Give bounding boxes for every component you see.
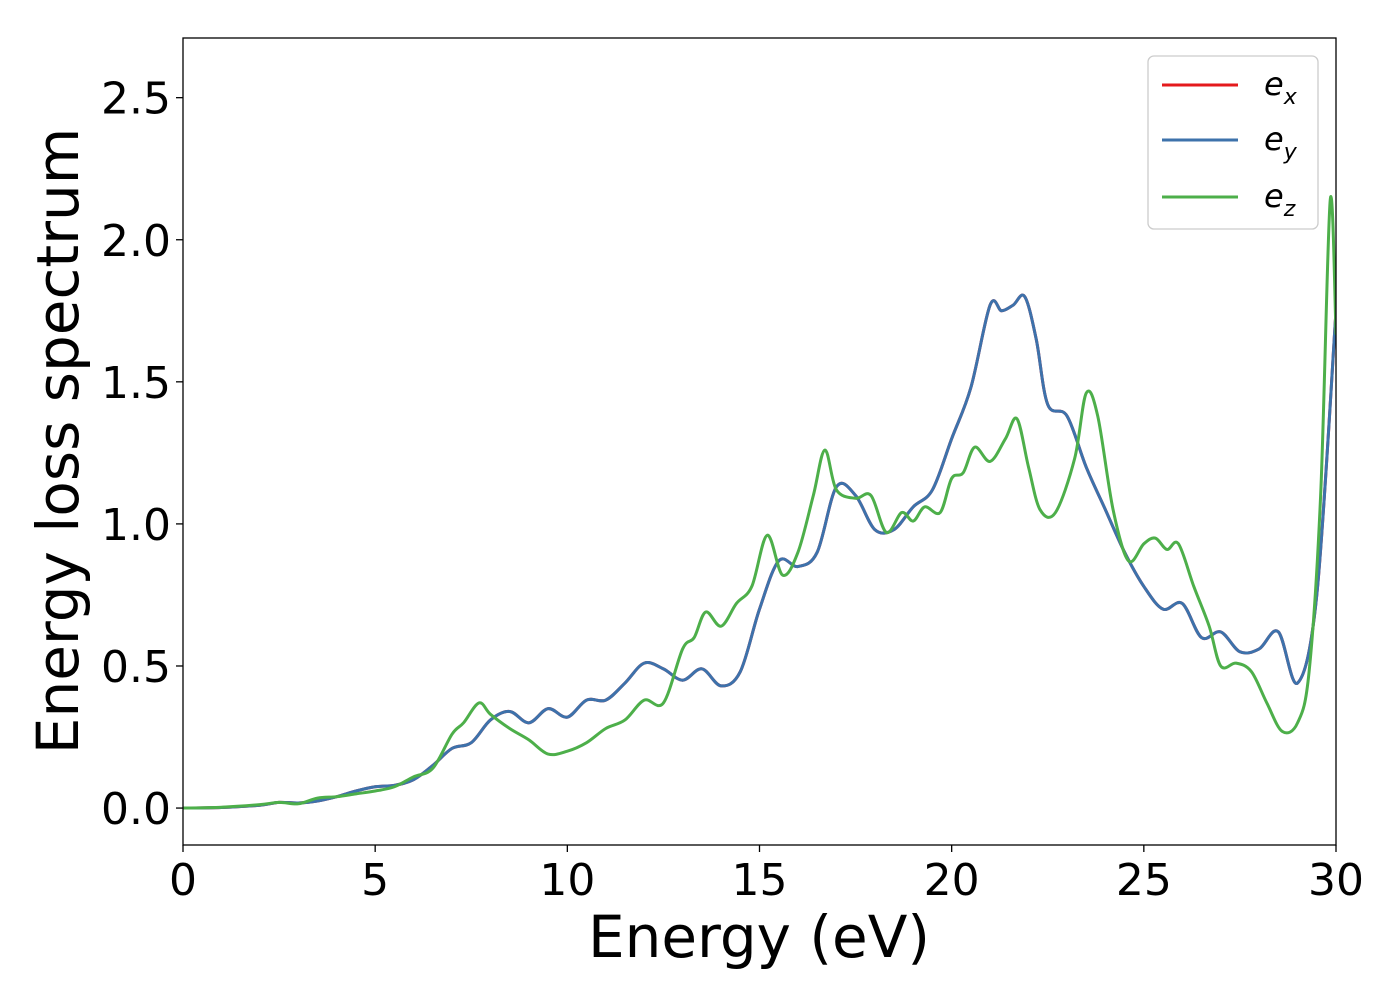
x-tick-label: 10 [539, 855, 595, 906]
y-axis-label: Energy loss spectrum [24, 128, 92, 754]
x-axis-ticks: 0 5 10 15 20 25 30 [169, 845, 1364, 906]
legend-label-y: ey [1264, 120, 1298, 165]
y-tick-label: 0.0 [101, 784, 171, 835]
y-tick-label: 0.5 [101, 642, 171, 693]
y-tick-label: 2.5 [101, 74, 171, 125]
x-tick-label: 20 [924, 855, 980, 906]
legend-box [1147, 55, 1319, 230]
y-tick-label: 1.0 [101, 500, 171, 551]
y-tick-label: 2.0 [101, 216, 171, 267]
legend-label-x: ex [1264, 65, 1298, 110]
y-tick-label: 1.5 [101, 358, 171, 409]
x-axis-label: Energy (eV) [588, 903, 930, 971]
series-line-y [183, 293, 1336, 810]
x-tick-label: 5 [361, 855, 389, 906]
x-tick-label: 15 [732, 855, 788, 906]
series-line-z [183, 195, 1336, 810]
series-layer [183, 195, 1336, 810]
x-tick-label: 25 [1116, 855, 1172, 906]
x-tick-label: 0 [169, 855, 197, 906]
y-axis-ticks: 0.0 0.5 1.0 1.5 2.0 2.5 [101, 74, 183, 835]
x-tick-label: 30 [1308, 855, 1364, 906]
